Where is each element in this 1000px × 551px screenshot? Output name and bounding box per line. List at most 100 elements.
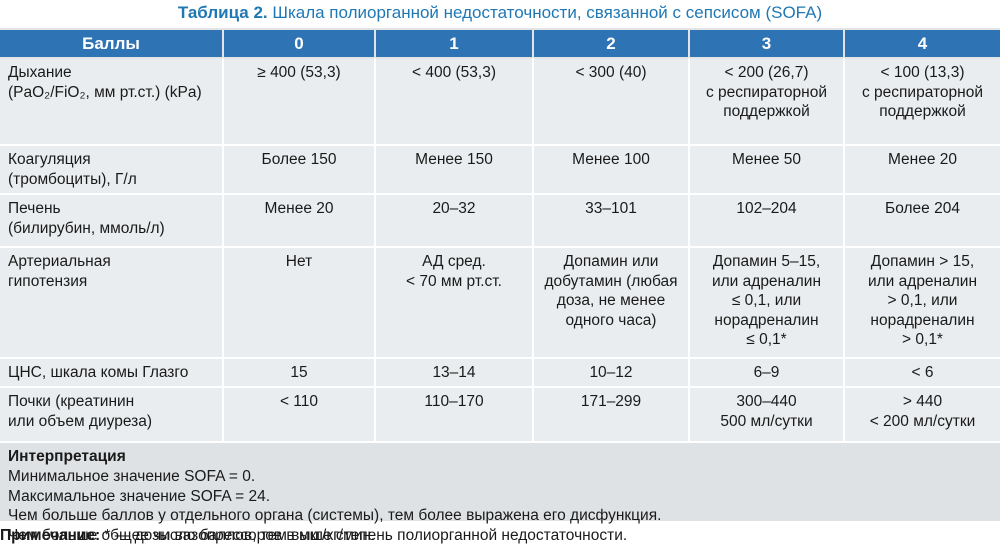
row-label: Почки (креатинин или объем диуреза)	[8, 392, 218, 431]
cell-line: Менее 20	[887, 151, 958, 168]
table-row	[0, 359, 1000, 386]
table-row	[0, 195, 1000, 246]
cell-line: поддержкой	[879, 103, 966, 120]
cell-line: (тромбоциты), Г/л	[8, 170, 137, 188]
row-label: Коагуляция (тромбоциты), Г/л	[8, 150, 218, 189]
cell-line: Допамин > 15,	[870, 253, 975, 270]
table-cell: < 6	[845, 363, 1000, 383]
cell-line: или объем диуреза)	[8, 412, 152, 430]
cell-line: ≤ 0,1*	[746, 331, 787, 348]
table-cell: < 100 (13,3) с респираторной поддержкой	[845, 63, 1000, 122]
cell-line: ≤ 0,1, или	[731, 292, 802, 309]
cell-line: АД сред.	[422, 253, 486, 270]
table-cell: 6–9	[690, 363, 843, 383]
column-divider	[374, 58, 376, 441]
row-label: Дыхание (PaO₂/FiO₂, мм рт.ст.) (kPa)	[8, 63, 218, 102]
row-divider	[0, 193, 1000, 195]
cell-line: поддержкой	[723, 103, 810, 120]
table-cell: < 400 (53,3)	[376, 63, 532, 83]
cell-line: Печень	[8, 200, 61, 217]
table-cell: АД сред. < 70 мм рт.ст.	[376, 252, 532, 291]
cell-line: одного часа)	[565, 311, 657, 329]
sofa-table: Баллы 0 1 2 3 4 Дыхание (PaO₂/FiO₂, мм рт.ст.) …	[0, 28, 1000, 544]
cell-line: 102–204	[736, 200, 797, 217]
table-cell: Более 150	[224, 150, 374, 170]
cell-line: ЦНС, шкала комы Глазго	[8, 364, 189, 381]
note-text: * — дозы вазопрессоров в мкг/кг/мин.	[104, 527, 376, 544]
cell-line: гипотензия	[8, 272, 88, 290]
cell-line: < 200 (26,7)	[724, 64, 809, 81]
table-cell: < 300 (40)	[534, 63, 688, 83]
cell-line: 33–101	[585, 200, 637, 217]
cell-line: Дыхание	[8, 64, 72, 81]
row-label: ЦНС, шкала комы Глазго	[8, 363, 218, 383]
cell-line: или адреналин	[711, 272, 821, 290]
interpretation-line: Минимальное значение SOFA = 0.	[8, 468, 256, 485]
table-cell: Нет	[224, 252, 374, 272]
row-label: Печень (билирубин, ммоль/л)	[8, 199, 218, 238]
table-cell: 10–12	[534, 363, 688, 383]
table-cell: 171–299	[534, 392, 688, 412]
cell-line: < 400 (53,3)	[411, 64, 497, 81]
cell-line: < 6	[911, 364, 934, 381]
cell-line: 171–299	[580, 393, 642, 410]
header-cell-score-4: 4	[845, 30, 1000, 57]
cell-line: Менее 100	[572, 151, 650, 168]
cell-line: < 100 (13,3)	[880, 64, 965, 81]
cell-line: < 70 мм рт.ст.	[406, 272, 502, 290]
table-cell: < 110	[224, 392, 374, 412]
header-cell-score-0: 0	[224, 30, 374, 57]
table-row	[0, 248, 1000, 357]
table-cell: 102–204	[690, 199, 843, 219]
cell-line: 300–440	[736, 393, 797, 410]
cell-line: Нет	[285, 253, 313, 270]
interpretation-line: Максимальное значение SOFA = 24.	[8, 487, 271, 505]
table-title-label: Таблица 2.	[177, 3, 268, 22]
row-divider	[0, 386, 1000, 388]
table-title-text: Шкала полиорганной недостаточности, связ…	[272, 3, 823, 22]
cell-line: < 300 (40)	[575, 64, 647, 81]
interpretation-panel: Интерпретация Минимальное значение SOFA =…	[0, 443, 1000, 544]
cell-line: > 440	[902, 393, 943, 410]
table-cell: Допамин > 15, или адреналин > 0,1, или нора…	[845, 252, 1000, 350]
cell-line: 10–12	[589, 364, 633, 381]
cell-line: Менее 150	[415, 151, 493, 168]
table-cell: Менее 50	[690, 150, 843, 170]
cell-line: Более 204	[885, 200, 960, 217]
cell-line: Почки (креатинин	[8, 393, 135, 410]
table-cell: 33–101	[534, 199, 688, 219]
cell-line: 15	[290, 364, 308, 381]
column-divider	[532, 58, 534, 441]
table-row	[0, 146, 1000, 193]
row-divider	[0, 441, 1000, 443]
column-divider	[222, 58, 224, 441]
cell-line: < 110	[279, 393, 319, 410]
cell-line: ≥ 400 (53,3)	[257, 64, 341, 81]
cell-line: 6–9	[753, 364, 780, 381]
cell-line: 500 мл/сутки	[720, 412, 813, 430]
cell-line: 20–32	[432, 200, 476, 217]
table-row	[0, 59, 1000, 144]
interpretation-heading: Интерпретация	[8, 448, 126, 465]
cell-line: доза, не менее	[556, 292, 666, 309]
table-cell: < 200 (26,7) с респираторной поддержкой	[690, 63, 843, 122]
cell-line: (PaO₂/FiO₂, мм рт.ст.) (kPa)	[8, 83, 202, 101]
cell-line: норадреналин	[714, 311, 819, 329]
cell-line: добутамин (любая	[544, 272, 678, 290]
cell-line: или адреналин	[867, 272, 977, 290]
interpretation-line: Чем больше баллов у отдельного органа (с…	[8, 507, 662, 524]
header-cell-score-3: 3	[690, 30, 843, 57]
cell-line: Допамин 5–15,	[712, 253, 821, 270]
table-cell: Менее 100	[534, 150, 688, 170]
table-cell: > 440 < 200 мл/сутки	[845, 392, 1000, 431]
cell-line: Более 150	[261, 151, 337, 168]
cell-line: Допамин или	[563, 253, 659, 270]
cell-line: с респираторной	[861, 83, 983, 101]
cell-line: 13–14	[432, 364, 476, 381]
cell-line: Артериальная	[8, 253, 111, 270]
column-divider	[688, 58, 690, 441]
table-cell: 13–14	[376, 363, 532, 383]
row-label: Артериальная гипотензия	[8, 252, 218, 291]
cell-line: Коагуляция	[8, 151, 91, 168]
header-cell-scores: Баллы	[0, 30, 222, 57]
